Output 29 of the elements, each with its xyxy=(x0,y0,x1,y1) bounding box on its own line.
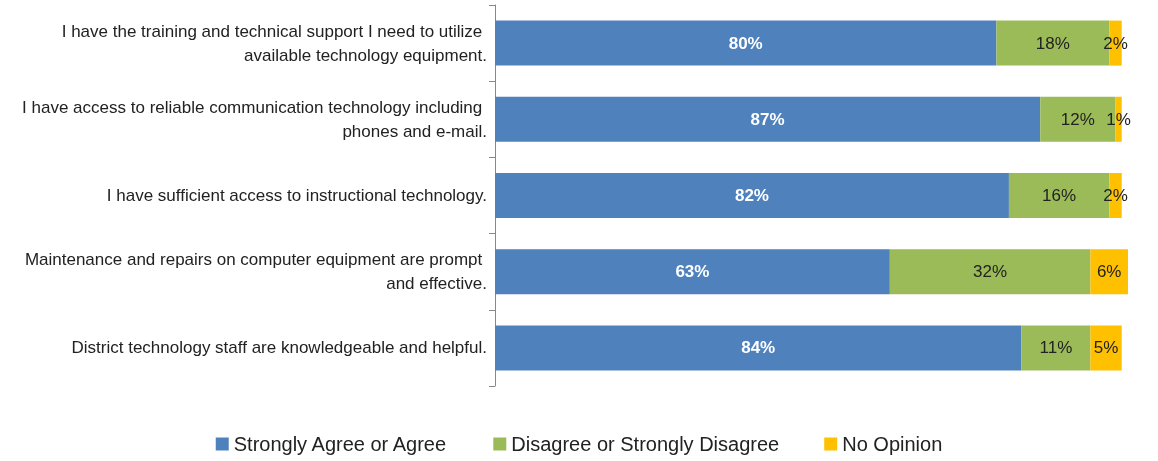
bar xyxy=(889,249,1091,295)
y-tick-label: District technology staff are knowledgeable and helpful. xyxy=(71,338,487,358)
bar xyxy=(1090,325,1122,371)
data-label: 82% xyxy=(734,186,769,205)
bar xyxy=(1021,325,1091,371)
data-label: 80% xyxy=(728,33,763,53)
bar xyxy=(495,249,890,295)
data-label: 84% xyxy=(741,338,776,358)
data-label: 5% xyxy=(1093,338,1119,358)
data-label: 63% xyxy=(675,262,710,282)
bar xyxy=(495,20,997,66)
data-label: 16% xyxy=(1042,186,1077,205)
legend-label: No Opinion xyxy=(842,433,943,455)
bar xyxy=(1090,249,1128,295)
data-label: 6% xyxy=(1096,262,1122,282)
legend-label: Disagree or Strongly Disagree xyxy=(511,433,780,455)
bar xyxy=(495,325,1022,371)
data-label: 32% xyxy=(973,262,1008,282)
legend-label: Strongly Agree or Agree xyxy=(233,433,447,455)
data-label: 87% xyxy=(750,109,785,129)
bar xyxy=(495,96,1041,142)
data-label: 12% xyxy=(1060,109,1095,129)
y-tick-label: I have sufficient access to instructional technology. xyxy=(106,186,487,205)
bar xyxy=(495,173,1009,218)
y-tick-label: I have access to reliable communication technology including phones and e-mail. xyxy=(22,97,487,141)
y-tick-label: Maintenance and repairs on computer equipment are prompt and effective. xyxy=(24,250,487,294)
y-tick-label: I have the training and technical support I need to utilize available technology equipment. xyxy=(61,21,487,65)
data-label: 11% xyxy=(1039,338,1073,358)
data-label: 18% xyxy=(1035,33,1070,53)
